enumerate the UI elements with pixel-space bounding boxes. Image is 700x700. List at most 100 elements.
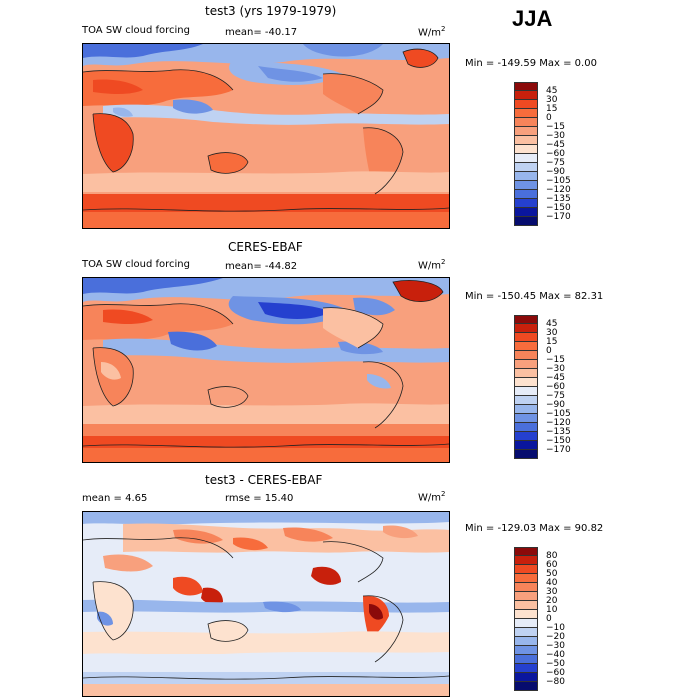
colorbar-swatch bbox=[514, 163, 538, 172]
colorbar-swatch bbox=[514, 190, 538, 199]
colorbar-swatch bbox=[514, 208, 538, 217]
colorbar-swatch bbox=[514, 423, 538, 432]
colorbar-level-label: −15 bbox=[546, 122, 565, 132]
colorbar-level-label: −10 bbox=[546, 623, 565, 633]
colorbar-level-label: −20 bbox=[546, 632, 565, 642]
colorbar-swatch bbox=[514, 181, 538, 190]
colorbar-swatch bbox=[514, 405, 538, 414]
colorbar-swatch bbox=[514, 396, 538, 405]
colorbar-swatch bbox=[514, 565, 538, 574]
panel-1-units: W/m2 bbox=[418, 25, 446, 39]
colorbar-swatch bbox=[514, 154, 538, 163]
colorbar-swatch bbox=[514, 315, 538, 324]
panel-2-minmax: Min = -150.45 Max = 82.31 bbox=[465, 291, 604, 302]
panel-1-title: test3 (yrs 1979-1979) bbox=[205, 4, 337, 18]
colorbar-swatch bbox=[514, 333, 538, 342]
panel-2-map bbox=[82, 277, 450, 463]
colorbar-swatch bbox=[514, 441, 538, 450]
colorbar-level-label: −170 bbox=[546, 445, 571, 455]
colorbar-swatch bbox=[514, 217, 538, 226]
panel-1-mean-label: mean= -40.17 bbox=[225, 27, 298, 38]
colorbar-level-label: −60 bbox=[546, 382, 565, 392]
colorbar-level-label: −135 bbox=[546, 427, 571, 437]
colorbar-level-label: 20 bbox=[546, 596, 558, 606]
colorbar-swatch bbox=[514, 199, 538, 208]
colorbar-level-label: −170 bbox=[546, 212, 571, 222]
colorbar-level-label: −30 bbox=[546, 131, 565, 141]
colorbar-level-label: 0 bbox=[546, 113, 552, 123]
season-label: JJA bbox=[512, 6, 553, 31]
colorbar-level-label: 30 bbox=[546, 328, 558, 338]
colorbar-level-label: 45 bbox=[546, 86, 558, 96]
colorbar-swatch bbox=[514, 610, 538, 619]
colorbar-level-label: −75 bbox=[546, 391, 565, 401]
colorbar-swatch bbox=[514, 342, 538, 351]
colorbar-swatch bbox=[514, 592, 538, 601]
colorbar-level-label: −45 bbox=[546, 373, 565, 383]
colorbar-level-label: −90 bbox=[546, 167, 565, 177]
colorbar-swatch bbox=[514, 172, 538, 181]
panel-1-minmax: Min = -149.59 Max = 0.00 bbox=[465, 58, 597, 69]
colorbar-swatch bbox=[514, 628, 538, 637]
colorbar-level-label: −105 bbox=[546, 409, 571, 419]
colorbar-level-label: 0 bbox=[546, 614, 552, 624]
colorbar-swatch bbox=[514, 673, 538, 682]
colorbar-level-label: 0 bbox=[546, 346, 552, 356]
panel-2-mean-label: mean= -44.82 bbox=[225, 261, 298, 272]
colorbar-level-label: −150 bbox=[546, 436, 571, 446]
panel-3-colorbar bbox=[514, 547, 538, 691]
colorbar-level-label: −40 bbox=[546, 650, 565, 660]
colorbar-swatch bbox=[514, 414, 538, 423]
colorbar-swatch bbox=[514, 583, 538, 592]
colorbar-swatch bbox=[514, 646, 538, 655]
colorbar-swatch bbox=[514, 360, 538, 369]
colorbar-level-label: −80 bbox=[546, 677, 565, 687]
colorbar-level-label: −60 bbox=[546, 668, 565, 678]
colorbar-level-label: −105 bbox=[546, 176, 571, 186]
colorbar-swatch bbox=[514, 432, 538, 441]
colorbar-level-label: 60 bbox=[546, 560, 558, 570]
colorbar-level-label: 10 bbox=[546, 605, 558, 615]
colorbar-swatch bbox=[514, 619, 538, 628]
colorbar-level-label: 30 bbox=[546, 587, 558, 597]
colorbar-swatch bbox=[514, 450, 538, 459]
colorbar-level-label: −15 bbox=[546, 355, 565, 365]
colorbar-level-label: 40 bbox=[546, 578, 558, 588]
colorbar-level-label: −120 bbox=[546, 185, 571, 195]
panel-3-mean-label: mean = 4.65 bbox=[82, 493, 148, 504]
colorbar-swatch bbox=[514, 637, 538, 646]
colorbar-swatch bbox=[514, 91, 538, 100]
colorbar-level-label: −120 bbox=[546, 418, 571, 428]
panel-2-units: W/m2 bbox=[418, 258, 446, 272]
colorbar-swatch bbox=[514, 351, 538, 360]
colorbar-swatch bbox=[514, 127, 538, 136]
panel-1-colorbar bbox=[514, 82, 538, 226]
colorbar-swatch bbox=[514, 556, 538, 565]
colorbar-level-label: −75 bbox=[546, 158, 565, 168]
panel-3-title: test3 - CERES-EBAF bbox=[205, 473, 323, 487]
colorbar-level-label: 80 bbox=[546, 551, 558, 561]
colorbar-swatch bbox=[514, 378, 538, 387]
colorbar-swatch bbox=[514, 601, 538, 610]
colorbar-level-label: 30 bbox=[546, 95, 558, 105]
colorbar-swatch bbox=[514, 324, 538, 333]
panel-3-units: W/m2 bbox=[418, 490, 446, 504]
colorbar-level-label: −60 bbox=[546, 149, 565, 159]
colorbar-swatch bbox=[514, 136, 538, 145]
colorbar-swatch bbox=[514, 369, 538, 378]
colorbar-swatch bbox=[514, 118, 538, 127]
panel-3-rmse-label: rmse = 15.40 bbox=[225, 493, 294, 504]
colorbar-level-label: −135 bbox=[546, 194, 571, 204]
colorbar-level-label: −90 bbox=[546, 400, 565, 410]
colorbar-level-label: 45 bbox=[546, 319, 558, 329]
colorbar-swatch bbox=[514, 547, 538, 556]
colorbar-swatch bbox=[514, 109, 538, 118]
colorbar-swatch bbox=[514, 387, 538, 396]
colorbar-level-label: −45 bbox=[546, 140, 565, 150]
colorbar-swatch bbox=[514, 682, 538, 691]
panel-1-map bbox=[82, 43, 450, 229]
colorbar-swatch bbox=[514, 100, 538, 109]
colorbar-level-label: −30 bbox=[546, 364, 565, 374]
colorbar-level-label: −50 bbox=[546, 659, 565, 669]
colorbar-level-label: −150 bbox=[546, 203, 571, 213]
